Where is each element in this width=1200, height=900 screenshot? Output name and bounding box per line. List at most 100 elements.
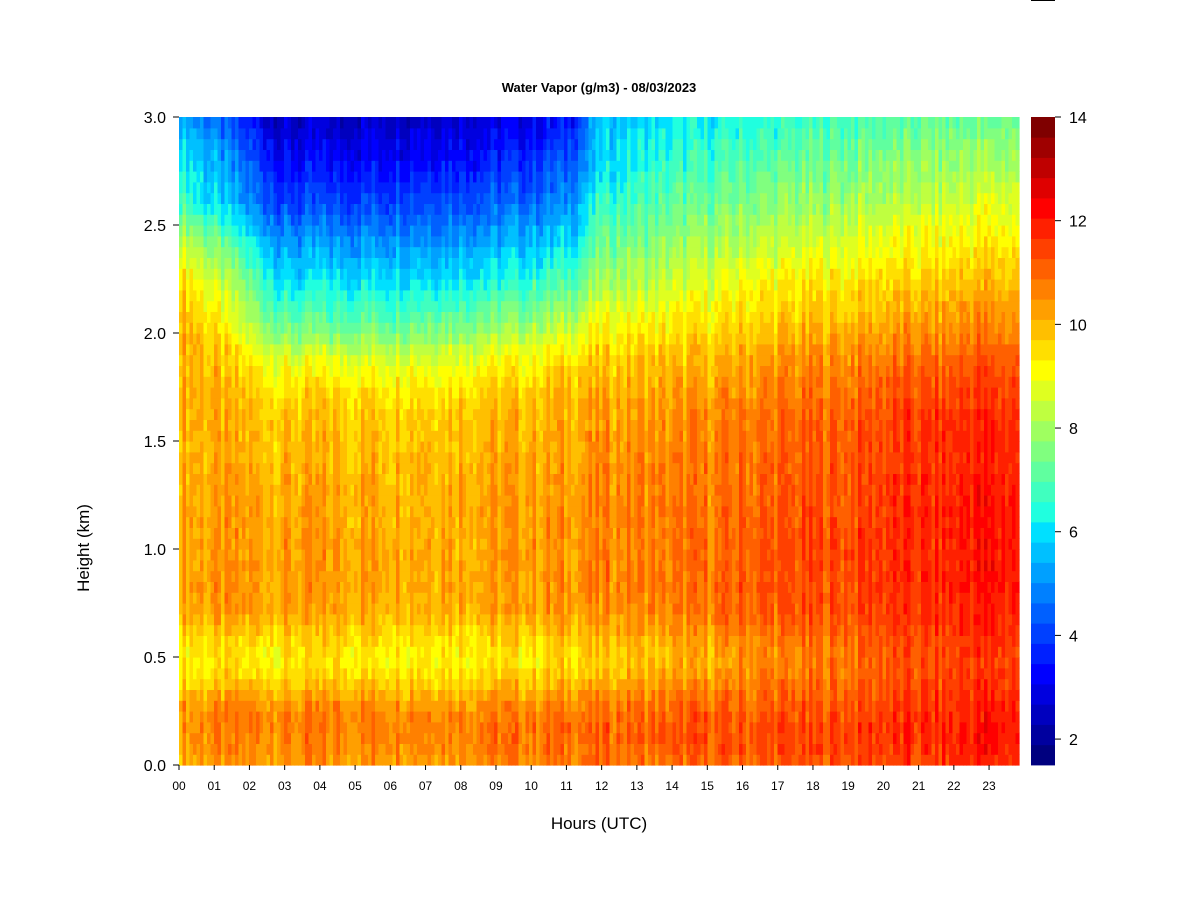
heatmap-cell bbox=[452, 700, 457, 712]
heatmap-cell bbox=[182, 279, 187, 291]
heatmap-cell bbox=[207, 538, 212, 550]
heatmap-cell bbox=[399, 127, 404, 140]
heatmap-cell bbox=[273, 268, 278, 280]
heatmap-cell bbox=[270, 279, 275, 291]
heatmap-cell bbox=[389, 732, 394, 744]
heatmap-cell bbox=[343, 257, 348, 269]
heatmap-cell bbox=[396, 289, 401, 302]
heatmap-cell bbox=[228, 354, 233, 366]
heatmap-cell bbox=[326, 441, 331, 453]
heatmap-cell bbox=[238, 127, 243, 140]
heatmap-cell bbox=[266, 743, 271, 755]
heatmap-cell bbox=[189, 711, 194, 723]
heatmap-cell bbox=[347, 138, 352, 150]
heatmap-cell bbox=[392, 171, 397, 183]
heatmap-cell bbox=[266, 700, 271, 712]
heatmap-cell bbox=[455, 711, 460, 723]
heatmap-cell bbox=[392, 570, 397, 582]
heatmap-cell bbox=[368, 527, 373, 539]
heatmap-cell bbox=[200, 192, 205, 204]
heatmap-cell bbox=[326, 700, 331, 712]
heatmap-cell bbox=[214, 592, 219, 604]
heatmap-cell bbox=[340, 473, 345, 485]
heatmap-cell bbox=[242, 376, 247, 388]
heatmap-cell bbox=[378, 549, 383, 561]
heatmap-cell bbox=[217, 387, 222, 399]
heatmap-cell bbox=[210, 365, 215, 377]
heatmap-cell bbox=[371, 311, 376, 323]
heatmap-cell bbox=[403, 462, 408, 474]
heatmap-cell bbox=[315, 581, 320, 593]
heatmap-cell bbox=[245, 559, 250, 572]
heatmap-cell bbox=[354, 721, 359, 734]
heatmap-cell bbox=[235, 549, 240, 561]
heatmap-cell bbox=[315, 289, 320, 302]
heatmap-cell bbox=[305, 754, 310, 766]
heatmap-cell bbox=[343, 311, 348, 323]
heatmap-cell bbox=[375, 257, 380, 269]
heatmap-cell bbox=[224, 613, 229, 626]
heatmap-cell bbox=[242, 214, 247, 226]
heatmap-cell bbox=[298, 419, 303, 431]
heatmap-cell bbox=[214, 430, 219, 442]
heatmap-cell bbox=[459, 592, 464, 604]
heatmap-cell bbox=[200, 160, 205, 172]
heatmap-cell bbox=[214, 149, 219, 161]
heatmap-cell bbox=[203, 462, 208, 474]
heatmap-cell bbox=[329, 365, 334, 377]
heatmap-cell bbox=[455, 624, 460, 636]
heatmap-cell bbox=[413, 527, 418, 539]
heatmap-cell bbox=[179, 117, 184, 129]
heatmap-cell bbox=[462, 689, 467, 701]
heatmap-cell bbox=[354, 117, 359, 129]
heatmap-cell bbox=[371, 527, 376, 539]
heatmap-cell bbox=[284, 613, 289, 626]
heatmap-cell bbox=[420, 743, 425, 755]
heatmap-cell bbox=[256, 246, 261, 258]
heatmap-cell bbox=[231, 484, 236, 496]
heatmap-cell bbox=[399, 343, 404, 356]
heatmap-cell bbox=[378, 214, 383, 226]
heatmap-cell bbox=[252, 603, 257, 615]
heatmap-cell bbox=[203, 235, 208, 248]
heatmap-cell bbox=[441, 365, 446, 377]
heatmap-cell bbox=[434, 117, 439, 129]
heatmap-cell bbox=[333, 343, 338, 356]
heatmap-cell bbox=[287, 214, 292, 226]
heatmap-cell bbox=[364, 657, 369, 669]
heatmap-cell bbox=[364, 678, 369, 690]
heatmap-cell bbox=[291, 149, 296, 161]
heatmap-cell bbox=[245, 192, 250, 204]
heatmap-cell bbox=[469, 700, 474, 712]
heatmap-cell bbox=[410, 138, 415, 150]
heatmap-cell bbox=[427, 387, 432, 399]
heatmap-cell bbox=[406, 689, 411, 701]
heatmap-cell bbox=[448, 311, 453, 323]
heatmap-cell bbox=[263, 495, 268, 507]
heatmap-cell bbox=[298, 376, 303, 388]
heatmap-cell bbox=[186, 181, 191, 194]
heatmap-cell bbox=[186, 505, 191, 518]
heatmap-cell bbox=[364, 635, 369, 647]
heatmap-cell bbox=[413, 462, 418, 474]
heatmap-cell bbox=[403, 419, 408, 431]
heatmap-cell bbox=[186, 678, 191, 690]
heatmap-cell bbox=[389, 473, 394, 485]
heatmap-cell bbox=[455, 246, 460, 258]
heatmap-cell bbox=[252, 700, 257, 712]
heatmap-cell bbox=[389, 646, 394, 658]
heatmap-cell bbox=[371, 430, 376, 442]
heatmap-cell bbox=[347, 333, 352, 345]
heatmap-cell bbox=[196, 397, 201, 410]
heatmap-cell bbox=[186, 441, 191, 453]
heatmap-cell bbox=[231, 192, 236, 204]
heatmap-cell bbox=[270, 246, 275, 258]
heatmap-cell bbox=[420, 635, 425, 647]
heatmap-cell bbox=[389, 484, 394, 496]
heatmap-cell bbox=[371, 484, 376, 496]
heatmap-cell bbox=[273, 387, 278, 399]
heatmap-cell bbox=[333, 538, 338, 550]
heatmap-cell bbox=[315, 613, 320, 626]
heatmap-cell bbox=[382, 538, 387, 550]
heatmap-cell bbox=[322, 246, 327, 258]
